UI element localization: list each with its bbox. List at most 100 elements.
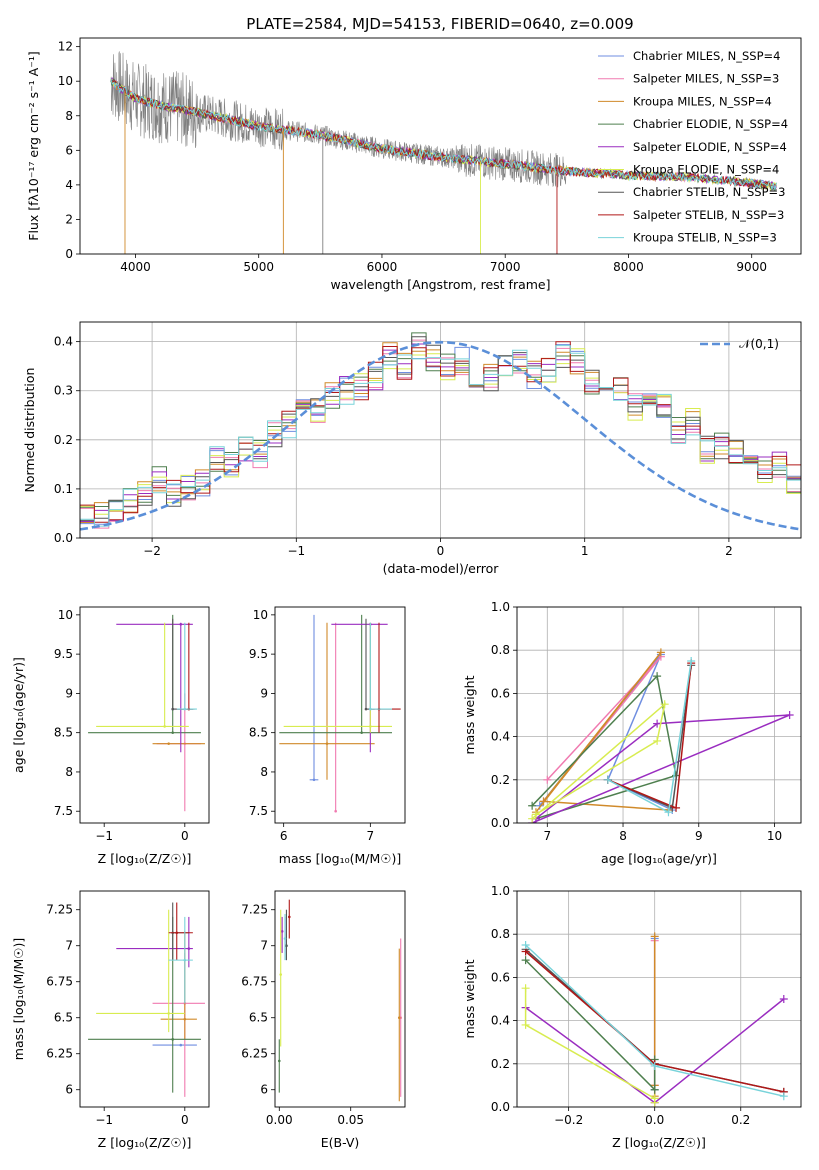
series-line	[531, 702, 666, 820]
data-point	[369, 725, 372, 728]
data-point	[325, 742, 329, 745]
series-line	[535, 651, 669, 813]
x-tick-label: 8000	[613, 260, 644, 274]
series-point-marker	[543, 775, 552, 784]
x-tick-label: 0.0	[645, 1113, 664, 1127]
series-point-marker	[521, 956, 530, 965]
y-tick-label: 8	[65, 765, 73, 779]
y-tick-label: 6.75	[241, 975, 268, 989]
y-tick-label: 10	[58, 608, 73, 622]
series-point-marker	[603, 775, 612, 784]
x-tick-label: −2	[143, 544, 161, 558]
y-tick-label: 6	[260, 1083, 268, 1097]
series-point-marker	[664, 808, 673, 817]
series-point-marker	[650, 932, 659, 941]
plot-frame	[79, 321, 802, 539]
series-point-marker	[539, 797, 548, 806]
x-axis-label: wavelength [Angstrom, rest frame]	[330, 277, 550, 292]
age-vs-mass-panel: 6 7 7.5 8 8.5 9 9.5 10 mass [log₁₀(M/M☉)]	[249, 606, 406, 866]
series-line	[531, 714, 790, 823]
legend-label: Chabrier MILES, N_SSP=4	[633, 49, 780, 63]
x-tick-label: 4000	[120, 260, 151, 274]
data-point	[360, 731, 363, 734]
y-tick-label: 0.2	[491, 773, 510, 787]
y-tick-label: 9.5	[54, 647, 73, 661]
y-tick-label: 7	[65, 939, 73, 953]
data-point	[369, 707, 372, 711]
normal-curve-line	[80, 340, 801, 531]
data-point	[397, 1016, 401, 1020]
chart-title: PLATE=2584, MJD=54153, FIBERID=0640, z=0…	[246, 15, 633, 33]
series-point-marker	[653, 736, 662, 745]
y-tick-label: 0.8	[491, 927, 510, 941]
mass-vs-ebv-panel: 0.00 0.05 6 6.25 6.5 6.75 7 7.25 E(B-V)	[241, 890, 406, 1150]
y-tick-label: 10	[253, 608, 268, 622]
x-axis-label: mass [log₁₀(M/M☉)]	[279, 851, 401, 866]
series-point-marker	[656, 648, 665, 657]
x-tick-label: 0	[181, 829, 189, 843]
data-point	[312, 778, 316, 782]
y-tick-label: 7.25	[46, 903, 73, 917]
x-tick-label: 9000	[736, 260, 767, 274]
y-tick-label: 0.0	[491, 816, 510, 830]
y-tick-label: 0.0	[491, 1100, 510, 1114]
x-axis-label: Z [log₁₀(Z/Z☉)]	[98, 1135, 192, 1150]
y-tick-label: 8.5	[54, 726, 73, 740]
x-tick-label: 10	[767, 829, 782, 843]
x-tick-label: 2	[725, 544, 733, 558]
legend-label: Kroupa ELODIE, N_SSP=4	[633, 163, 779, 177]
y-tick-label: 0.2	[491, 1057, 510, 1071]
y-tick-label: 12	[58, 40, 73, 54]
data-point	[175, 931, 179, 935]
plot-frame	[274, 890, 406, 1108]
y-tick-label: 0.2	[54, 433, 73, 447]
y-axis-label: Flux [fλ10⁻¹⁷ erg cm⁻² s⁻¹ A⁻¹]	[26, 51, 41, 240]
spectrum-panel: 4000 5000 6000 7000 8000 9000 0 2 4 6 8 10 12 wavelen…	[26, 37, 802, 292]
x-tick-label: 0.05	[337, 1113, 364, 1127]
data-point	[285, 944, 288, 948]
y-tick-label: 0	[65, 247, 73, 261]
y-tick-label: 9	[260, 686, 268, 700]
y-tick-label: 8	[65, 109, 73, 123]
x-tick-label: 7	[367, 829, 375, 843]
legend-label: Salpeter STELIB, N_SSP=3	[633, 208, 784, 222]
y-tick-label: 9	[65, 686, 73, 700]
series-point-marker	[672, 803, 681, 812]
plot-area	[528, 648, 794, 823]
x-tick-label: 0.00	[266, 1113, 293, 1127]
data-point	[183, 1017, 187, 1021]
plot-frame	[79, 37, 802, 255]
series-point-marker	[687, 657, 696, 665]
y-tick-label: 0.4	[491, 1014, 510, 1028]
histogram-step-line	[80, 341, 801, 523]
data-point	[171, 1038, 175, 1041]
data-point	[364, 707, 368, 711]
series-line	[531, 674, 677, 820]
series-point-marker	[785, 711, 794, 719]
data-point	[283, 937, 287, 940]
y-tick-label: 6.5	[249, 1011, 268, 1025]
x-tick-label: 7000	[490, 260, 521, 274]
x-tick-label: 0	[181, 1113, 189, 1127]
data-point	[167, 742, 170, 745]
series-line	[539, 654, 673, 811]
x-axis-label: E(B-V)	[321, 1135, 360, 1150]
plot-frame	[79, 606, 210, 824]
plot-area	[279, 614, 401, 813]
histogram-step-line	[80, 336, 801, 521]
x-tick-label: −1	[287, 544, 305, 558]
x-tick-label: −0.2	[554, 1113, 583, 1127]
x-tick-label: 0.2	[731, 1113, 750, 1127]
plot-area	[80, 332, 801, 531]
y-tick-label: 8.5	[249, 726, 268, 740]
series-point-marker	[653, 672, 662, 681]
plot-area	[110, 51, 777, 254]
plot-area	[88, 614, 205, 812]
data-point	[187, 947, 191, 950]
plot-frame	[79, 890, 210, 1108]
y-tick-label: 6.75	[46, 975, 73, 989]
plot-area	[88, 902, 205, 1097]
x-axis-label: Z [log₁₀(Z/Z☉)]	[612, 1135, 706, 1150]
y-axis-label: mass weight	[462, 959, 477, 1038]
y-tick-label: 2	[65, 212, 73, 226]
